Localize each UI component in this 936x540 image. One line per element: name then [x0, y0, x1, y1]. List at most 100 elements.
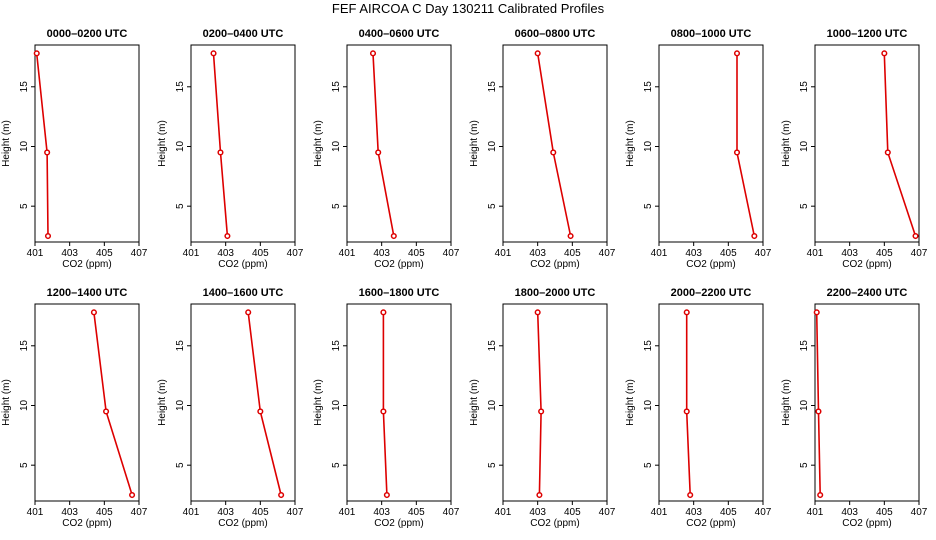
y-tick-label: 5 [331, 462, 342, 468]
y-tick-label: 10 [799, 140, 810, 152]
y-tick-label: 15 [331, 340, 342, 352]
profile-line [815, 312, 821, 496]
x-axis-label: CO2 (ppm) [842, 259, 891, 270]
y-axis-label: Height (m) [157, 120, 168, 167]
y-tick-label: 10 [643, 140, 654, 152]
data-point [375, 149, 382, 156]
y-tick-label: 5 [643, 203, 654, 209]
x-tick-label: 407 [755, 507, 772, 518]
panel-title: 1200–1400 UTC [47, 287, 128, 299]
plot-frame [190, 44, 296, 243]
panel-title: 1800–2000 UTC [515, 287, 596, 299]
data-point [217, 149, 224, 156]
data-point [538, 408, 545, 415]
x-tick-label: 401 [807, 248, 824, 259]
y-axis-label: Height (m) [469, 120, 480, 167]
profile-line [883, 53, 917, 237]
data-point [815, 408, 822, 415]
panel-title: 0400–0600 UTC [359, 28, 440, 40]
x-tick-label: 407 [443, 507, 460, 518]
y-tick-label: 15 [799, 81, 810, 93]
plot-frame [658, 44, 764, 243]
x-tick-label: 407 [287, 507, 304, 518]
x-tick-label: 403 [841, 248, 858, 259]
data-point [751, 232, 758, 240]
y-tick-label: 5 [487, 462, 498, 468]
x-tick-label: 403 [217, 248, 234, 259]
panel-title: 0000–0200 UTC [47, 28, 128, 40]
data-point [369, 50, 377, 57]
data-point [380, 309, 387, 316]
y-tick-label: 10 [643, 399, 654, 411]
plot-frame [34, 303, 140, 502]
data-point [550, 149, 557, 156]
profile-line [372, 53, 395, 237]
data-point [534, 309, 541, 316]
y-tick-label: 15 [19, 340, 30, 352]
y-tick-label: 10 [331, 140, 342, 152]
x-tick-label: 407 [131, 248, 148, 259]
x-tick-label: 405 [252, 507, 269, 518]
y-tick-label: 10 [799, 399, 810, 411]
data-point [683, 309, 690, 316]
x-tick-label: 401 [183, 248, 200, 259]
data-point [534, 50, 541, 57]
plot-frame [190, 303, 296, 502]
plot-frame [658, 303, 764, 502]
data-point [536, 491, 543, 499]
y-tick-label: 5 [331, 203, 342, 209]
data-point [912, 232, 919, 240]
panel-title: 0600–0800 UTC [515, 28, 596, 40]
y-tick-label: 10 [331, 399, 342, 411]
data-point [210, 50, 217, 57]
data-point [44, 232, 52, 240]
panel-title: 2000–2200 UTC [671, 287, 752, 299]
data-point [383, 491, 390, 499]
profile-line [93, 312, 133, 496]
figure-title: FEF AIRCOA C Day 130211 Calibrated Profi… [331, 1, 605, 16]
y-tick-label: 15 [175, 81, 186, 93]
profile-line [382, 312, 388, 496]
x-tick-label: 403 [841, 507, 858, 518]
data-point [278, 491, 285, 499]
x-axis-label: CO2 (ppm) [842, 518, 891, 529]
x-tick-label: 407 [599, 248, 616, 259]
plot-frame [814, 44, 920, 243]
x-tick-label: 401 [651, 507, 668, 518]
x-axis-label: CO2 (ppm) [530, 518, 579, 529]
x-tick-label: 407 [911, 507, 928, 518]
y-tick-label: 10 [175, 399, 186, 411]
x-tick-label: 405 [408, 507, 425, 518]
y-axis-label: Height (m) [1, 120, 12, 167]
y-tick-label: 5 [487, 203, 498, 209]
profile-line [247, 312, 282, 496]
x-tick-label: 405 [408, 248, 425, 259]
x-tick-label: 401 [651, 248, 668, 259]
x-axis-label: CO2 (ppm) [62, 518, 111, 529]
panel-title: 2200–2400 UTC [827, 287, 908, 299]
y-tick-label: 5 [175, 462, 186, 468]
data-point [44, 149, 51, 156]
x-tick-label: 407 [131, 507, 148, 518]
profile-line [536, 312, 542, 496]
data-point [129, 491, 136, 499]
y-tick-label: 15 [331, 81, 342, 93]
x-tick-label: 403 [373, 248, 390, 259]
data-point [567, 232, 574, 240]
profile-line [685, 312, 691, 496]
y-tick-label: 15 [643, 340, 654, 352]
y-tick-label: 5 [799, 462, 810, 468]
y-axis-label: Height (m) [313, 120, 324, 167]
data-point [683, 408, 690, 415]
data-point [103, 408, 110, 415]
y-axis-label: Height (m) [469, 379, 480, 426]
profile-line [35, 53, 49, 237]
x-axis-label: CO2 (ppm) [686, 259, 735, 270]
y-tick-label: 15 [487, 340, 498, 352]
x-tick-label: 403 [61, 507, 78, 518]
x-tick-label: 401 [339, 507, 356, 518]
y-axis-label: Height (m) [313, 379, 324, 426]
data-point [817, 491, 824, 499]
x-tick-label: 407 [443, 248, 460, 259]
panel-title: 1000–1200 UTC [827, 28, 908, 40]
